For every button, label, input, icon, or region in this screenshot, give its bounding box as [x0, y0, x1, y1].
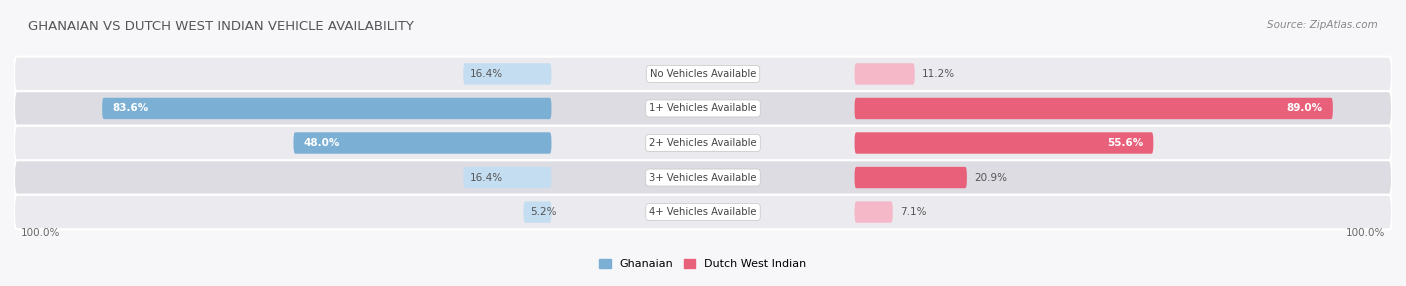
Text: 7.1%: 7.1% — [900, 207, 927, 217]
FancyBboxPatch shape — [464, 63, 551, 85]
Text: No Vehicles Available: No Vehicles Available — [650, 69, 756, 79]
FancyBboxPatch shape — [14, 91, 1392, 126]
Text: 5.2%: 5.2% — [530, 207, 557, 217]
FancyBboxPatch shape — [294, 132, 551, 154]
FancyBboxPatch shape — [14, 57, 1392, 91]
Text: Source: ZipAtlas.com: Source: ZipAtlas.com — [1267, 20, 1378, 30]
Text: 100.0%: 100.0% — [1346, 228, 1385, 238]
Text: 1+ Vehicles Available: 1+ Vehicles Available — [650, 104, 756, 114]
Text: 16.4%: 16.4% — [470, 69, 503, 79]
FancyBboxPatch shape — [523, 201, 551, 223]
Text: GHANAIAN VS DUTCH WEST INDIAN VEHICLE AVAILABILITY: GHANAIAN VS DUTCH WEST INDIAN VEHICLE AV… — [28, 20, 413, 33]
FancyBboxPatch shape — [855, 98, 1333, 119]
Text: 20.9%: 20.9% — [974, 172, 1007, 182]
Text: 11.2%: 11.2% — [922, 69, 955, 79]
Text: 89.0%: 89.0% — [1286, 104, 1323, 114]
FancyBboxPatch shape — [855, 201, 893, 223]
Text: 2+ Vehicles Available: 2+ Vehicles Available — [650, 138, 756, 148]
FancyBboxPatch shape — [855, 167, 967, 188]
Legend: Ghanaian, Dutch West Indian: Ghanaian, Dutch West Indian — [599, 259, 807, 269]
FancyBboxPatch shape — [855, 63, 915, 85]
Text: 100.0%: 100.0% — [21, 228, 60, 238]
Text: 3+ Vehicles Available: 3+ Vehicles Available — [650, 172, 756, 182]
FancyBboxPatch shape — [14, 160, 1392, 195]
FancyBboxPatch shape — [14, 195, 1392, 229]
FancyBboxPatch shape — [14, 126, 1392, 160]
Text: 4+ Vehicles Available: 4+ Vehicles Available — [650, 207, 756, 217]
Text: 16.4%: 16.4% — [470, 172, 503, 182]
FancyBboxPatch shape — [103, 98, 551, 119]
Text: 48.0%: 48.0% — [304, 138, 340, 148]
Text: 83.6%: 83.6% — [112, 104, 149, 114]
FancyBboxPatch shape — [464, 167, 551, 188]
FancyBboxPatch shape — [855, 132, 1153, 154]
Text: 55.6%: 55.6% — [1107, 138, 1143, 148]
